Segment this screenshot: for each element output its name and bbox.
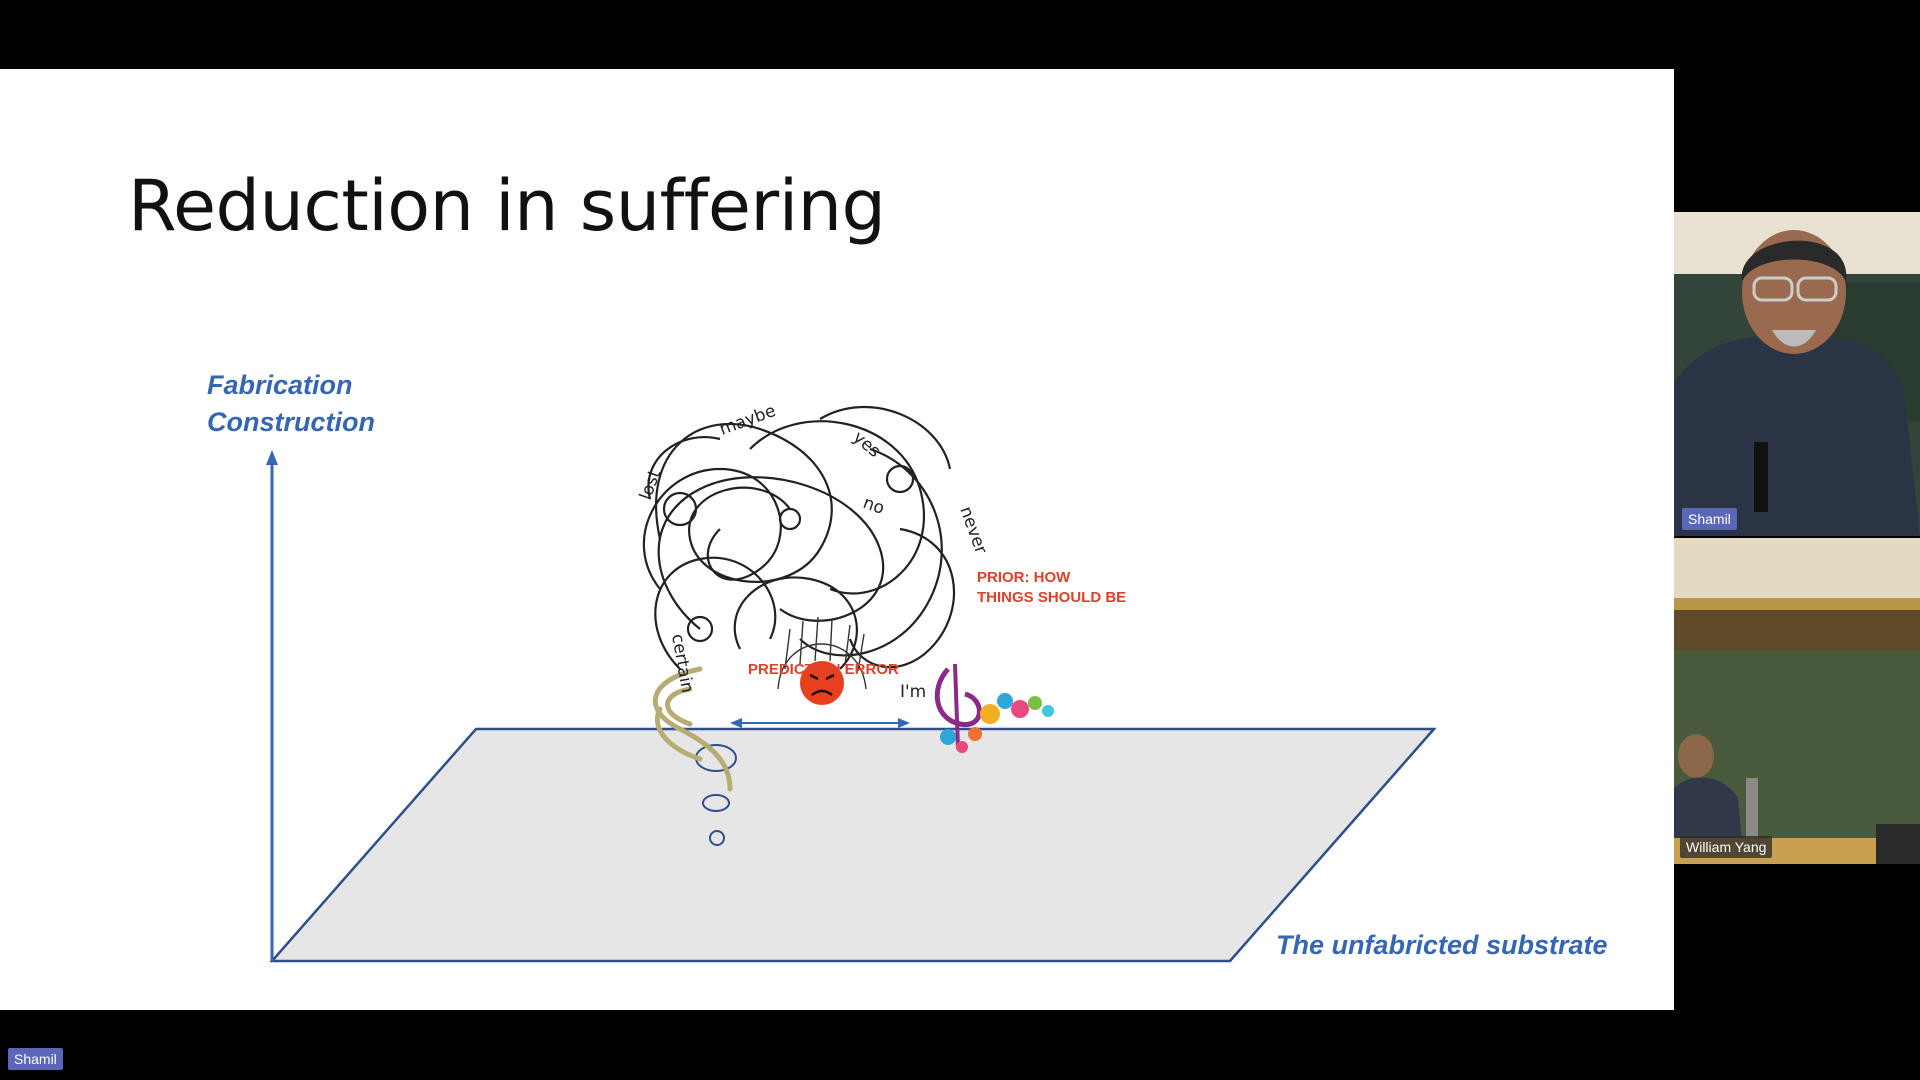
video-feed-william-yang xyxy=(1674,538,1920,864)
doodle-word: never xyxy=(955,504,990,557)
y-axis-arrowhead xyxy=(266,450,278,465)
substrate-plane xyxy=(269,727,1437,963)
tile-options-icon[interactable] xyxy=(1876,824,1920,864)
prediction-error-label: PREDICTION ERROR xyxy=(748,661,899,678)
prior-label-line2: THINGS SHOULD BE xyxy=(977,589,1127,606)
angry-face-icon xyxy=(800,661,844,705)
thought-bubble-medium xyxy=(702,794,730,812)
music-splash-icon xyxy=(934,663,1054,753)
participant-name-tag: William Yang xyxy=(1680,836,1773,858)
doodle-word: yes xyxy=(849,428,884,462)
video-tile-william-yang[interactable]: William Yang xyxy=(1674,538,1920,864)
doodle-word: I'm xyxy=(900,682,926,702)
tangled-thoughts-doodle xyxy=(642,405,955,670)
video-feed-shamil xyxy=(1674,212,1920,536)
presenter-name-tag: Shamil xyxy=(8,1048,63,1070)
doodle-word: no xyxy=(860,493,887,519)
y-axis-label: Fabrication Construction xyxy=(207,367,375,441)
doodle-word: certain xyxy=(667,632,697,694)
prior-label: PRIOR: HOW THINGS SHOULD BE xyxy=(977,568,1137,608)
shared-slide: Reduction in suffering xyxy=(0,69,1674,1010)
video-tile-shamil[interactable]: Shamil xyxy=(1674,212,1920,536)
slide-title: Reduction in suffering xyxy=(128,165,886,247)
thought-bubble-small xyxy=(709,830,725,846)
participant-name-tag: Shamil xyxy=(1682,508,1737,530)
doodle-head xyxy=(777,616,867,690)
prior-label-line1: PRIOR: HOW xyxy=(977,569,1071,586)
y-axis-label-line2: Construction xyxy=(207,407,375,437)
smoke-icon xyxy=(652,666,733,792)
x-axis-label: The unfabricted substrate xyxy=(1276,930,1608,960)
y-axis-label-line1: Fabrication xyxy=(207,370,353,400)
